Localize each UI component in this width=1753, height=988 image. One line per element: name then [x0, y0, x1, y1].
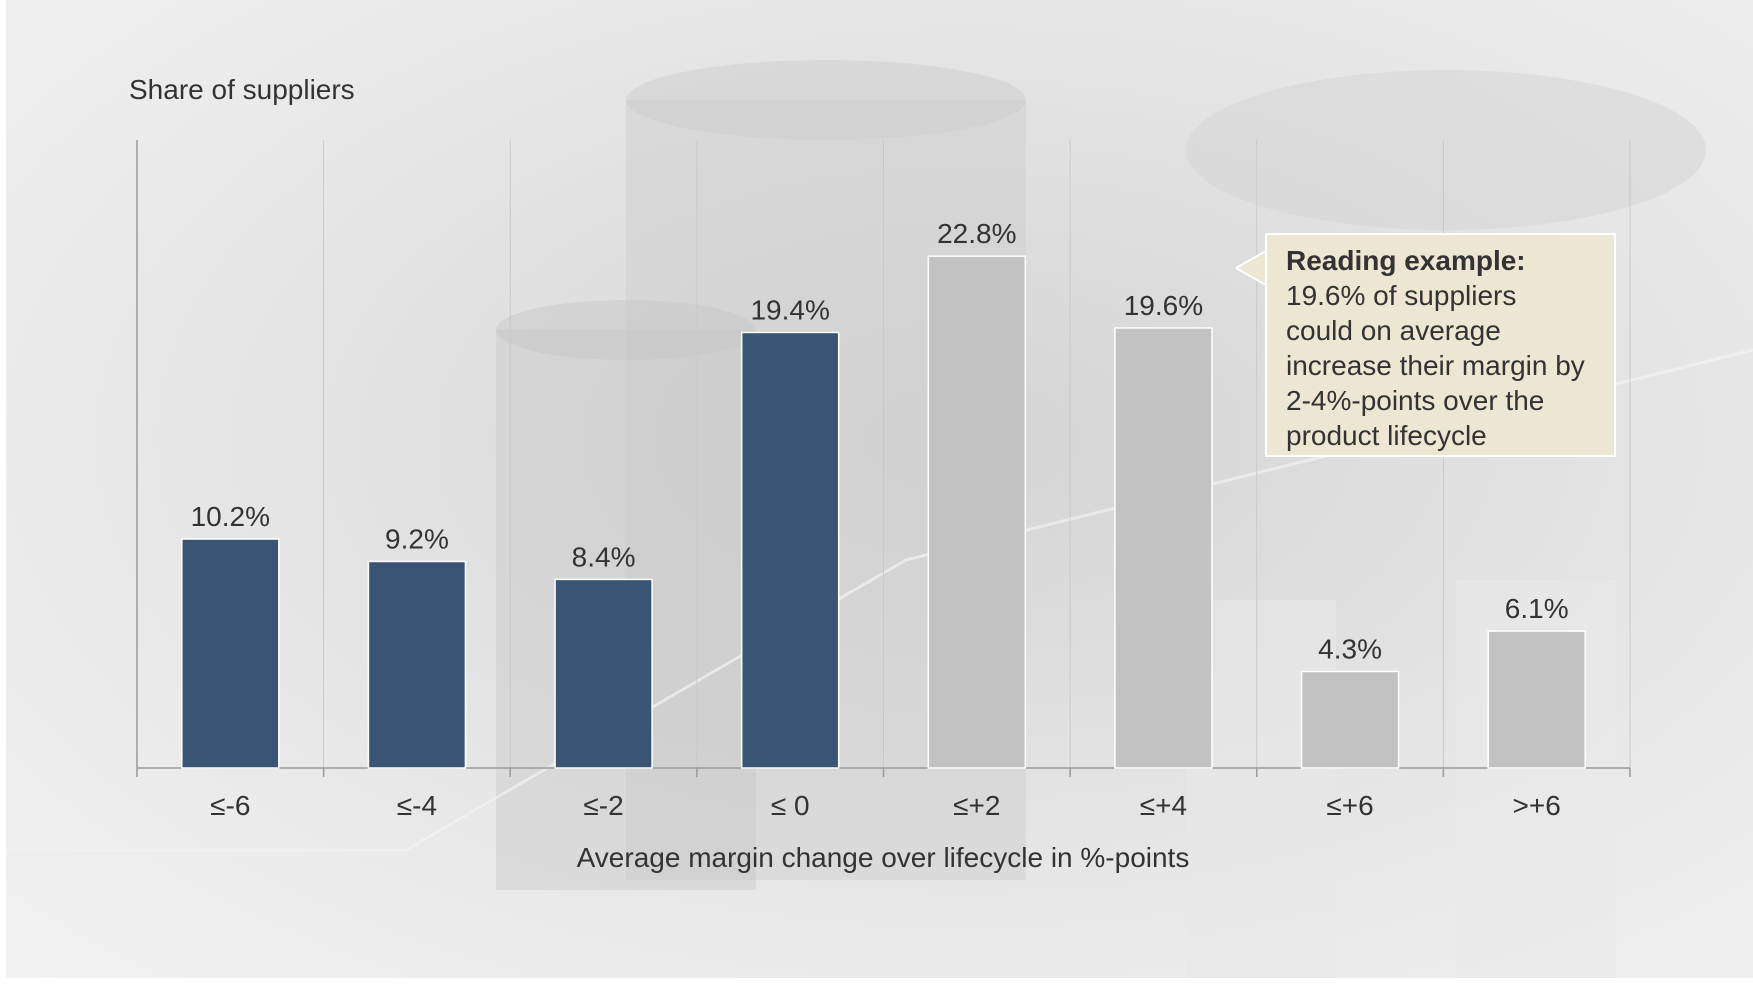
x-tick-label: ≤-4	[397, 790, 437, 821]
bar	[1300, 670, 1400, 769]
data-label: 19.6%	[1124, 290, 1203, 321]
callout-line: 19.6% of suppliers	[1286, 280, 1517, 311]
callout-line: could on average	[1286, 315, 1501, 346]
coin-stack-background	[6, 0, 1753, 978]
data-label: 8.4%	[572, 541, 636, 572]
data-label: 6.1%	[1505, 593, 1569, 624]
bar	[740, 331, 840, 769]
bar	[1487, 630, 1586, 769]
data-label: 9.2%	[385, 523, 449, 554]
data-label: 22.8%	[937, 218, 1016, 249]
bar	[927, 255, 1027, 769]
vertical-gridlines	[136, 140, 1631, 777]
data-label: 10.2%	[191, 501, 270, 532]
x-tick-label: ≤ 0	[771, 790, 810, 821]
x-axis-label: Average margin change over lifecycle in …	[577, 842, 1190, 873]
bar	[181, 538, 280, 769]
x-tick-label: ≤+2	[953, 790, 1000, 821]
x-tick-labels: ≤-6 ≤-4 ≤-2 ≤ 0 ≤+2 ≤+4 ≤+6 >+6	[210, 790, 1561, 821]
bar	[367, 560, 467, 769]
reading-example-callout: Reading example: 19.6% of suppliers could…	[1265, 233, 1616, 457]
callout-pointer	[1236, 251, 1267, 285]
x-tick-label: >+6	[1513, 790, 1561, 821]
callout-title: Reading example:	[1286, 245, 1526, 276]
x-tick-label: ≤-6	[210, 790, 250, 821]
background-coin-decoration	[6, 60, 1753, 978]
callout-line: 2-4%-points over the	[1286, 385, 1545, 416]
bars	[181, 255, 1586, 769]
callout-body: 19.6% of suppliers could on average increa…	[1286, 278, 1606, 453]
y-axis-label: Share of suppliers	[129, 74, 355, 105]
bar	[554, 578, 653, 769]
x-tick-label: ≤-2	[583, 790, 623, 821]
x-tick-label: ≤+4	[1140, 790, 1187, 821]
value-labels: 10.2% 9.2% 8.4% 19.4% 22.8% 19.6% 4.3% 6.1%	[191, 218, 1569, 664]
bar	[1114, 327, 1213, 769]
data-label: 19.4%	[750, 294, 829, 325]
callout-line: increase their margin by	[1286, 350, 1585, 381]
x-tick-label: ≤+6	[1326, 790, 1373, 821]
data-label: 4.3%	[1318, 633, 1382, 664]
callout-line: product lifecycle	[1286, 420, 1487, 451]
